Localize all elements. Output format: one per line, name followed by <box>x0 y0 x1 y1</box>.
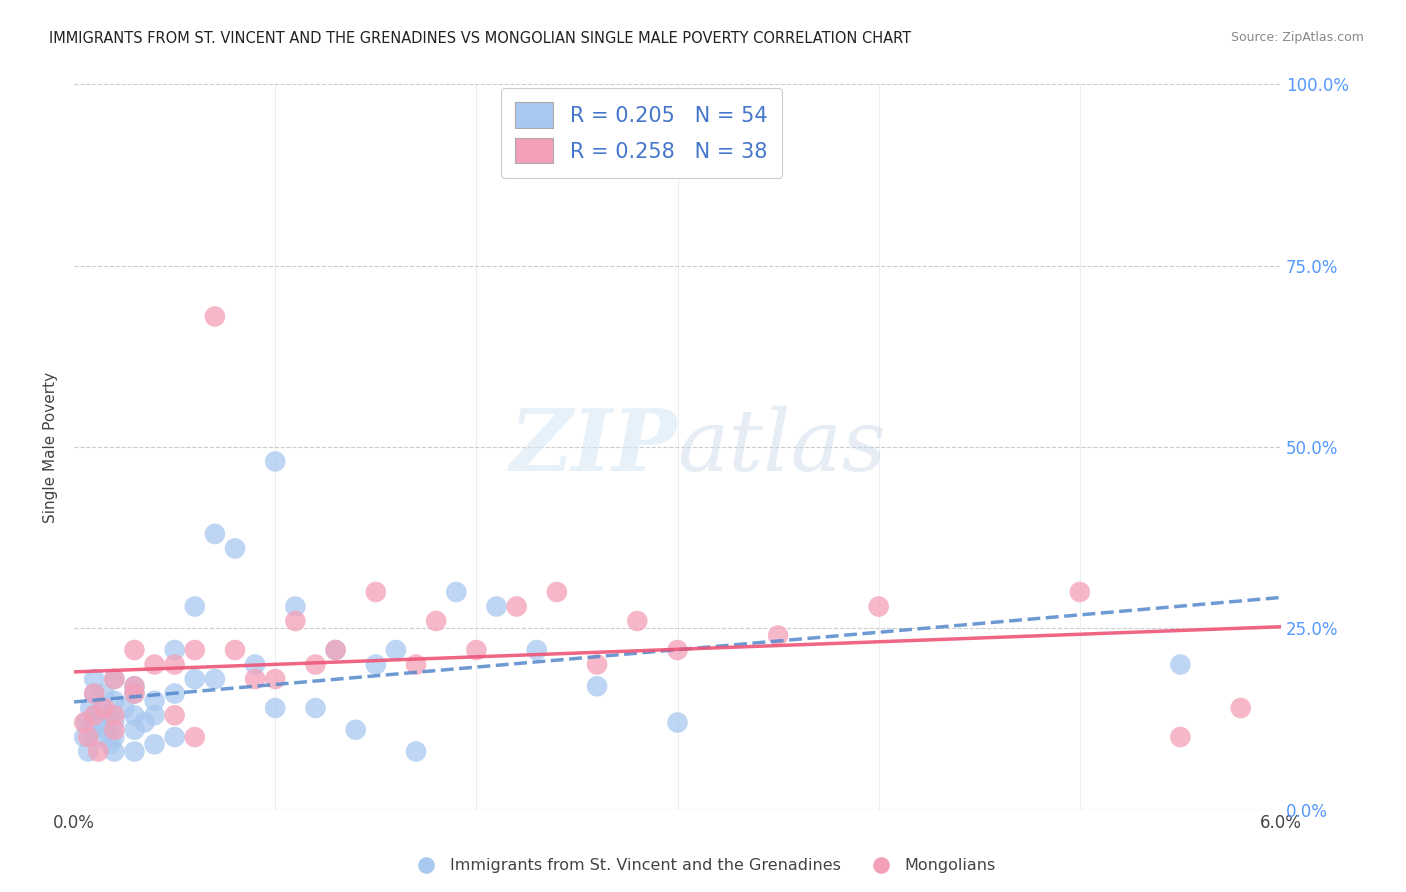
Point <box>1069 585 1091 599</box>
Point <box>304 657 326 672</box>
Point <box>264 454 287 468</box>
Point <box>505 599 527 614</box>
Point <box>526 643 548 657</box>
Point <box>83 708 105 723</box>
Point <box>91 701 114 715</box>
Text: Source: ZipAtlas.com: Source: ZipAtlas.com <box>1230 31 1364 45</box>
Point <box>103 730 125 744</box>
Point <box>77 745 100 759</box>
Point <box>405 657 427 672</box>
Point <box>224 643 246 657</box>
Point <box>163 708 186 723</box>
Point <box>446 585 468 599</box>
Point <box>87 745 110 759</box>
Point <box>82 723 104 737</box>
Point <box>626 614 648 628</box>
Point <box>87 715 110 730</box>
Point <box>264 672 287 686</box>
Point <box>385 643 408 657</box>
Point <box>485 599 508 614</box>
Point <box>184 599 207 614</box>
Point <box>586 657 609 672</box>
Point <box>204 310 226 324</box>
Point <box>124 723 146 737</box>
Point <box>124 679 146 693</box>
Point <box>1170 657 1192 672</box>
Point <box>93 701 115 715</box>
Point <box>93 686 115 700</box>
Point <box>103 672 125 686</box>
Point <box>103 723 125 737</box>
Point <box>103 715 125 730</box>
Point <box>163 657 186 672</box>
Point <box>134 715 156 730</box>
Point <box>666 643 689 657</box>
Point <box>73 715 96 730</box>
Point <box>264 701 287 715</box>
Point <box>103 708 125 723</box>
Point <box>143 708 166 723</box>
Point <box>163 730 186 744</box>
Point <box>284 614 307 628</box>
Point <box>97 708 120 723</box>
Point <box>224 541 246 556</box>
Point <box>405 745 427 759</box>
Point <box>204 527 226 541</box>
Point <box>79 701 101 715</box>
Point <box>546 585 568 599</box>
Point <box>163 643 186 657</box>
Point <box>124 686 146 700</box>
Point <box>284 599 307 614</box>
Point <box>325 643 347 657</box>
Point <box>184 730 207 744</box>
Point <box>73 730 96 744</box>
Point <box>98 737 121 751</box>
Point <box>243 672 266 686</box>
Point <box>143 657 166 672</box>
Point <box>124 708 146 723</box>
Point <box>112 701 135 715</box>
Point <box>77 730 100 744</box>
Point <box>364 657 387 672</box>
Point <box>143 737 166 751</box>
Point <box>143 694 166 708</box>
Point <box>83 686 105 700</box>
Legend: R = 0.205   N = 54, R = 0.258   N = 38: R = 0.205 N = 54, R = 0.258 N = 38 <box>501 87 782 178</box>
Point <box>766 628 789 642</box>
Point <box>124 643 146 657</box>
Point <box>124 686 146 700</box>
Point <box>89 730 111 744</box>
Point <box>83 672 105 686</box>
Point <box>666 715 689 730</box>
Point <box>586 679 609 693</box>
Point <box>465 643 488 657</box>
Point <box>184 643 207 657</box>
Point <box>75 715 97 730</box>
Text: atlas: atlas <box>678 406 887 488</box>
Point <box>868 599 890 614</box>
Point <box>103 672 125 686</box>
Text: IMMIGRANTS FROM ST. VINCENT AND THE GRENADINES VS MONGOLIAN SINGLE MALE POVERTY : IMMIGRANTS FROM ST. VINCENT AND THE GREN… <box>49 31 911 46</box>
Point <box>184 672 207 686</box>
Point <box>83 708 105 723</box>
Text: ZIP: ZIP <box>509 405 678 489</box>
Point <box>364 585 387 599</box>
Point <box>304 701 326 715</box>
Y-axis label: Single Male Poverty: Single Male Poverty <box>44 371 58 523</box>
Point <box>103 745 125 759</box>
Point <box>124 679 146 693</box>
Point <box>1170 730 1192 744</box>
Point <box>425 614 447 628</box>
Point <box>83 686 105 700</box>
Point <box>163 686 186 700</box>
Point <box>103 694 125 708</box>
Legend: Immigrants from St. Vincent and the Grenadines, Mongolians: Immigrants from St. Vincent and the Gren… <box>404 852 1002 880</box>
Point <box>325 643 347 657</box>
Point <box>204 672 226 686</box>
Point <box>243 657 266 672</box>
Point <box>124 745 146 759</box>
Point <box>344 723 367 737</box>
Point <box>1229 701 1251 715</box>
Point <box>96 723 118 737</box>
